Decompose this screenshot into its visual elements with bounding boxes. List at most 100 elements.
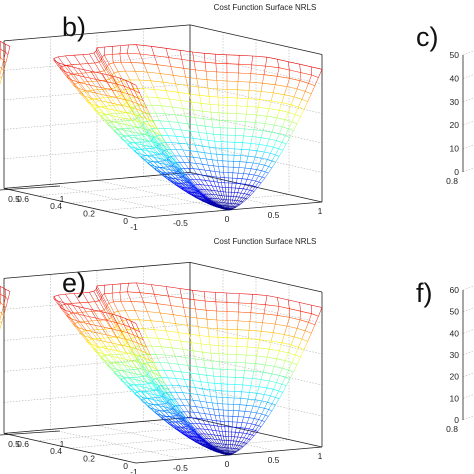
panel-e-mesh-spoke <box>136 367 142 376</box>
panel-e-mesh-spoke <box>234 445 238 449</box>
panel-e-mesh-spoke <box>136 359 143 368</box>
panel-e-mesh-spoke <box>151 284 155 295</box>
panel-b-mesh-spoke <box>143 158 151 166</box>
panel-e-mesh-spoke <box>117 370 124 379</box>
panel-e-mesh-spoke <box>221 447 225 451</box>
panel-e-mesh-spoke <box>84 335 92 345</box>
panel-b-mesh-spoke <box>221 205 226 209</box>
panel-e-mesh-spoke <box>164 387 169 395</box>
panel-e-mesh-spoke <box>164 382 169 390</box>
panel-b-mesh-spoke <box>247 149 250 157</box>
panel-e-mesh-spoke <box>259 331 262 340</box>
panel-b-mesh-spoke <box>142 123 149 131</box>
panel-b-mesh-spoke <box>163 175 171 181</box>
panel-b-mesh-spoke <box>123 90 130 99</box>
panel-e-mesh-spoke <box>156 389 162 397</box>
panel-e-mesh-spoke <box>137 346 143 355</box>
panel-e-mesh-spoke <box>96 287 102 298</box>
panel-e-xtick: 1 <box>318 451 323 461</box>
panel-e-mesh-spoke <box>162 395 168 402</box>
panel-e-mesh-spoke <box>123 381 131 390</box>
panel-b-mesh-spoke <box>307 93 312 102</box>
panel-e-mesh-spoke <box>111 315 118 326</box>
panel-e-mesh-spoke <box>160 401 166 408</box>
panel-b-mesh-spoke <box>266 138 270 146</box>
panel-e-mesh-spoke <box>99 310 106 320</box>
panel-c-zgrid <box>462 167 474 173</box>
panel-b-mesh-spoke <box>275 148 279 156</box>
panel-b-mesh-spoke <box>208 199 214 204</box>
panel-b-mesh-spoke <box>113 62 119 72</box>
panel-e-mesh-spoke <box>189 425 194 431</box>
panel-e-ytick: 0.6 <box>17 439 29 449</box>
panel-b-mesh-spoke <box>219 195 222 200</box>
panel-b-mesh-spoke <box>188 191 195 196</box>
panel-e-mesh-spoke <box>278 392 283 400</box>
panel-b-mesh-spoke <box>153 121 158 130</box>
panel-e-mesh-spoke <box>144 383 151 392</box>
panel-e-mesh-spoke <box>94 350 102 359</box>
panel-b-mesh-spoke <box>169 178 177 184</box>
panel-b-mesh-spoke <box>225 205 228 209</box>
panel-e-mesh-spoke <box>211 438 215 444</box>
panel-b-mesh-spoke <box>169 156 174 163</box>
panel-b-mesh-spoke <box>195 184 201 190</box>
panel-e-mesh-spoke <box>174 409 179 416</box>
panel-e-mesh-spoke <box>277 297 280 307</box>
panel-b-mesh-spoke <box>250 64 252 74</box>
panel-e-mesh-spoke <box>209 344 212 354</box>
panel-e-mesh-spoke <box>165 402 171 409</box>
panel-e-mesh-spoke <box>182 412 187 419</box>
panel-b-mesh-spoke <box>200 184 205 190</box>
panel-e-mesh-spoke <box>116 345 123 355</box>
panel-b-mesh-spoke <box>152 138 158 147</box>
panel-e-mesh-spoke <box>97 329 105 339</box>
panel-e-mesh-spoke <box>199 437 204 442</box>
panel-e-mesh-spoke <box>218 345 220 354</box>
panel-e-mesh-spoke <box>221 453 226 455</box>
panel-b-mesh-spoke <box>257 99 260 108</box>
panel-b-mesh-spoke <box>131 119 137 128</box>
panel-b-mesh-spoke <box>145 117 150 126</box>
panel-b-mesh-spoke <box>230 206 234 209</box>
panel-b-mesh-spoke <box>204 126 207 134</box>
panel-e-mesh-spoke <box>248 434 253 440</box>
panel-b-mesh-spoke <box>127 53 132 63</box>
panel-b-mesh-spoke <box>192 138 196 146</box>
panel-e-ytick: 0.2 <box>83 454 95 464</box>
panel-e-mesh-spoke <box>124 344 131 353</box>
panel-b-mesh-spoke <box>93 52 100 63</box>
panel-e-mesh-spoke <box>154 399 160 407</box>
panel-e-mesh-spoke <box>209 424 213 431</box>
panel-b-mesh-spoke <box>263 66 266 75</box>
panel-e-mesh-spoke <box>185 418 190 424</box>
panel-c-zgrid <box>462 74 474 79</box>
panel-e-mesh-spoke <box>135 390 143 398</box>
panel-e-mesh-spoke <box>95 317 102 327</box>
panel-b-mesh-spoke <box>175 163 181 170</box>
panel-b-mesh-spoke <box>114 87 121 97</box>
panel-b-mesh-spoke <box>157 146 163 154</box>
panel-e-mesh-spoke <box>217 426 220 432</box>
panel-e-mesh-spoke <box>163 416 170 423</box>
panel-e-mesh-spoke <box>272 324 276 333</box>
panel-e-mesh-spoke <box>206 438 212 443</box>
panel-b-mesh-spoke <box>214 204 219 207</box>
panel-e-mesh-spoke <box>116 350 123 359</box>
panel-b-mesh-spoke <box>207 200 213 204</box>
panel-b-mesh-spoke <box>159 120 165 129</box>
panel-e-mesh-spoke <box>238 404 241 411</box>
panel-e-mesh-spoke <box>221 426 223 432</box>
panel-e-mesh-spoke <box>171 384 177 393</box>
panel-b-mesh-spoke <box>203 184 208 190</box>
panel-e-mesh-spoke <box>202 439 207 444</box>
panel-b-mesh-spoke <box>156 133 162 141</box>
panel-e-mesh-spoke <box>164 411 171 418</box>
panel-e-axis-edge <box>189 417 323 448</box>
panel-e-mesh-spoke <box>206 319 209 329</box>
panel-b-mesh-spoke <box>150 146 157 153</box>
panel-e-mesh-spoke <box>195 436 201 441</box>
panel-e-mesh-spoke <box>210 353 213 362</box>
panel-e-mesh-spoke <box>225 431 227 437</box>
panel-e-mesh-spoke <box>240 442 244 447</box>
